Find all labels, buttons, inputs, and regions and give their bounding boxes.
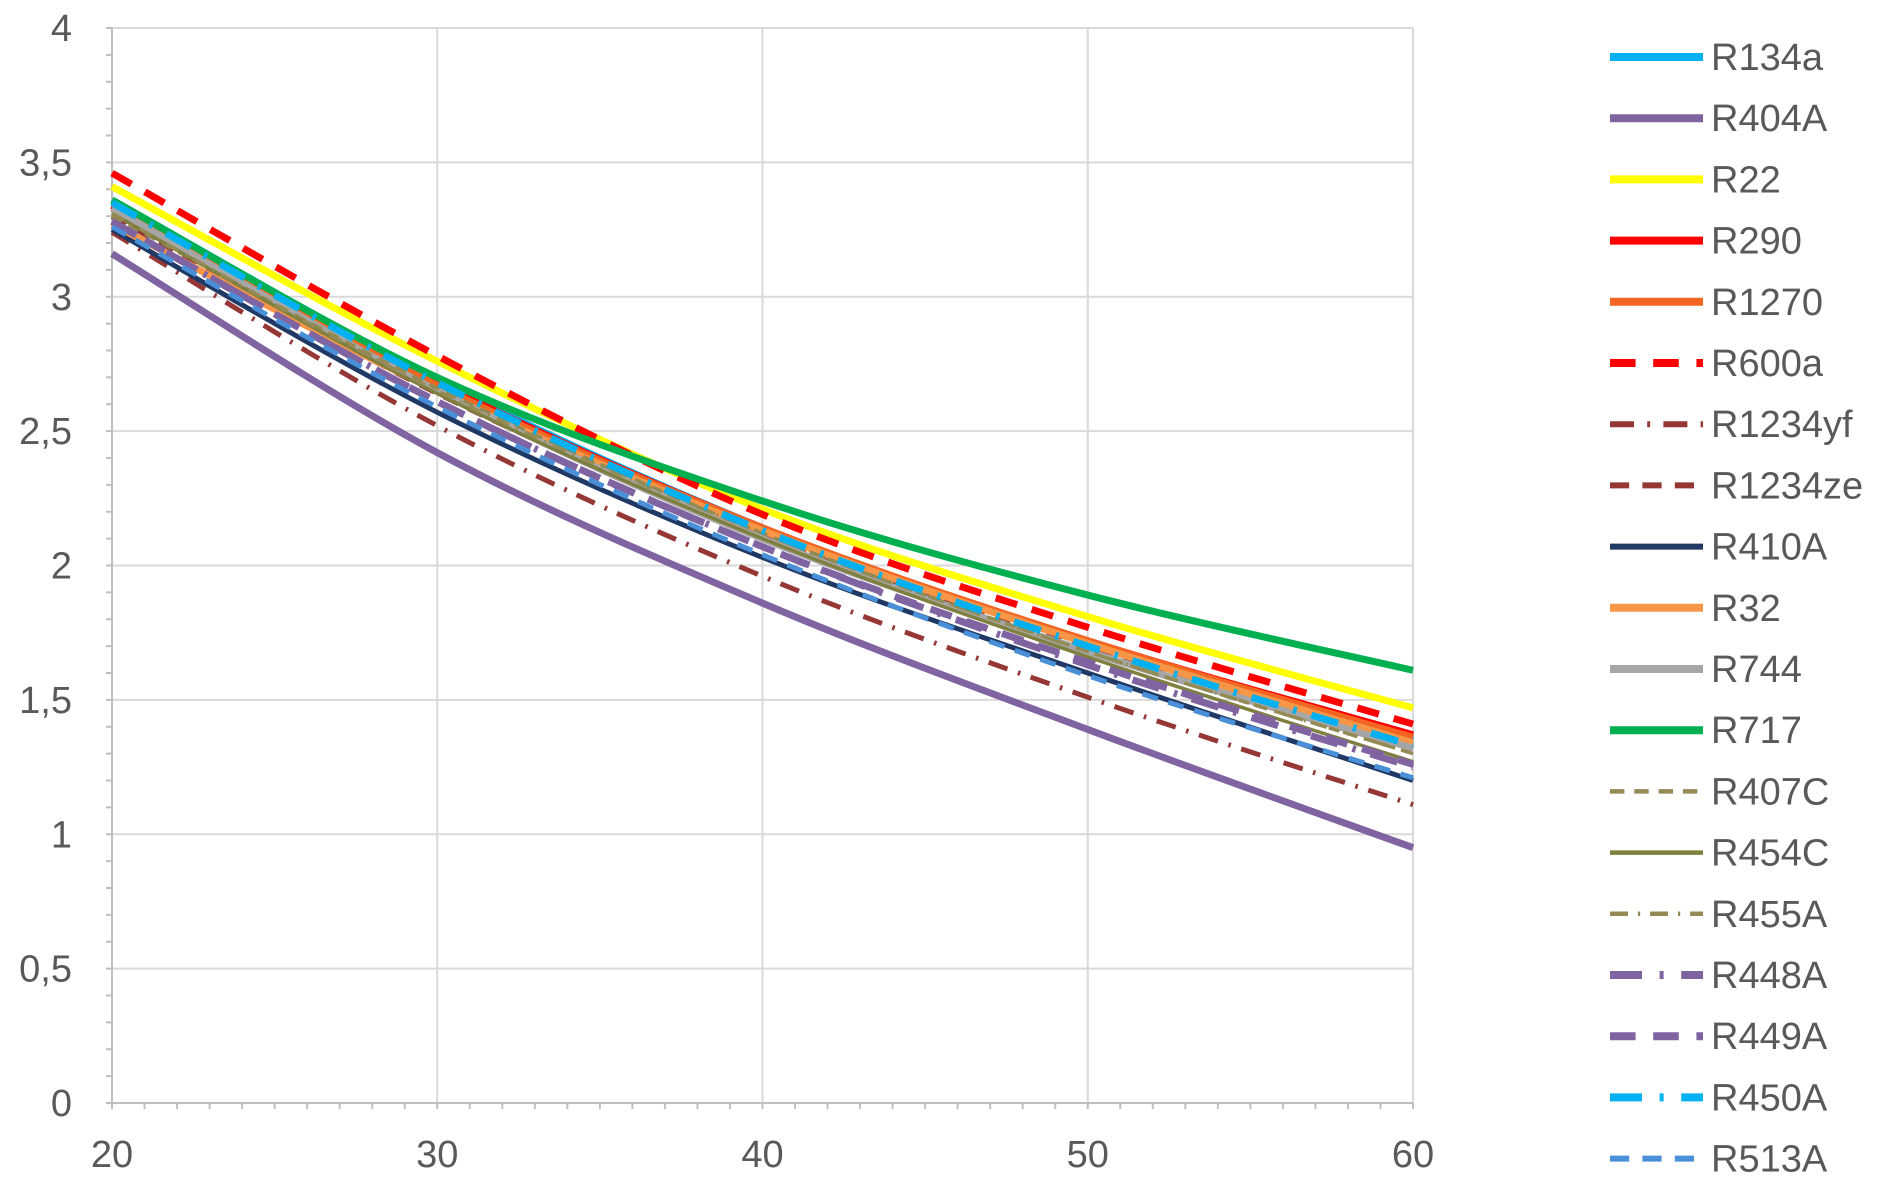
series-line-r600a: [110, 170, 1414, 728]
legend-label-r1270: R1270: [1711, 282, 1823, 324]
legend: R134a R404A R22 R290 R1270 R600a R1234yf R1234z…: [1610, 37, 1863, 1181]
legend-label-r449a: R449A: [1711, 1016, 1828, 1058]
series-lines: [110, 170, 1415, 851]
x-tick-label: 50: [1067, 1134, 1109, 1176]
legend-label-r32: R32: [1711, 588, 1781, 630]
legend-label-r450a: R450A: [1711, 1077, 1828, 1119]
legend-label-r290: R290: [1711, 221, 1802, 263]
tick-labels: 0 0,5 1 1,5 2 2,5 3 3,5 4 20 30 40 50 60: [19, 8, 1434, 1176]
x-tick-label: 60: [1392, 1134, 1434, 1176]
axes: [106, 27, 1414, 1109]
y-tick-label: 3,5: [19, 142, 72, 184]
legend-label-r513a: R513A: [1711, 1139, 1828, 1181]
legend-label-r600a: R600a: [1711, 343, 1824, 385]
x-tick-label: 20: [91, 1134, 133, 1176]
legend-label-r134a: R134a: [1711, 37, 1824, 79]
y-tick-label: 0: [51, 1083, 72, 1125]
y-tick-label: 2: [51, 546, 72, 588]
legend-label-r410a: R410A: [1711, 527, 1828, 569]
y-tick-label: 4: [51, 8, 72, 50]
legend-label-r744: R744: [1711, 649, 1802, 691]
y-tick-label: 0,5: [19, 949, 72, 991]
series-line-r22: [110, 183, 1414, 712]
legend-label-r455a: R455A: [1711, 894, 1828, 936]
legend-label-r1234yf: R1234yf: [1711, 404, 1853, 446]
legend-label-r1234ze: R1234ze: [1711, 465, 1863, 507]
legend-label-r717: R717: [1711, 710, 1802, 752]
y-tick-label: 1: [51, 814, 72, 856]
legend-label-r454c: R454C: [1711, 833, 1829, 875]
y-tick-label: 3: [51, 277, 72, 319]
series-line-r404a: [110, 250, 1415, 851]
series-line-r1234yf: [110, 230, 1414, 808]
legend-label-r22: R22: [1711, 159, 1781, 201]
series-line-r450a: [110, 199, 1415, 749]
y-tick-label: 2,5: [19, 411, 72, 453]
x-tick-label: 30: [416, 1134, 458, 1176]
legend-label-r404a: R404A: [1711, 98, 1828, 140]
series-line-r513a: [110, 224, 1414, 781]
x-tick-label: 40: [741, 1134, 783, 1176]
gridlines: [111, 27, 1414, 1104]
series-line-r449a: [110, 218, 1415, 768]
series-line-r717: [110, 196, 1414, 674]
legend-label-r407c: R407C: [1711, 771, 1829, 813]
y-tick-label: 1,5: [19, 680, 72, 722]
legend-label-r448a: R448A: [1711, 955, 1828, 997]
